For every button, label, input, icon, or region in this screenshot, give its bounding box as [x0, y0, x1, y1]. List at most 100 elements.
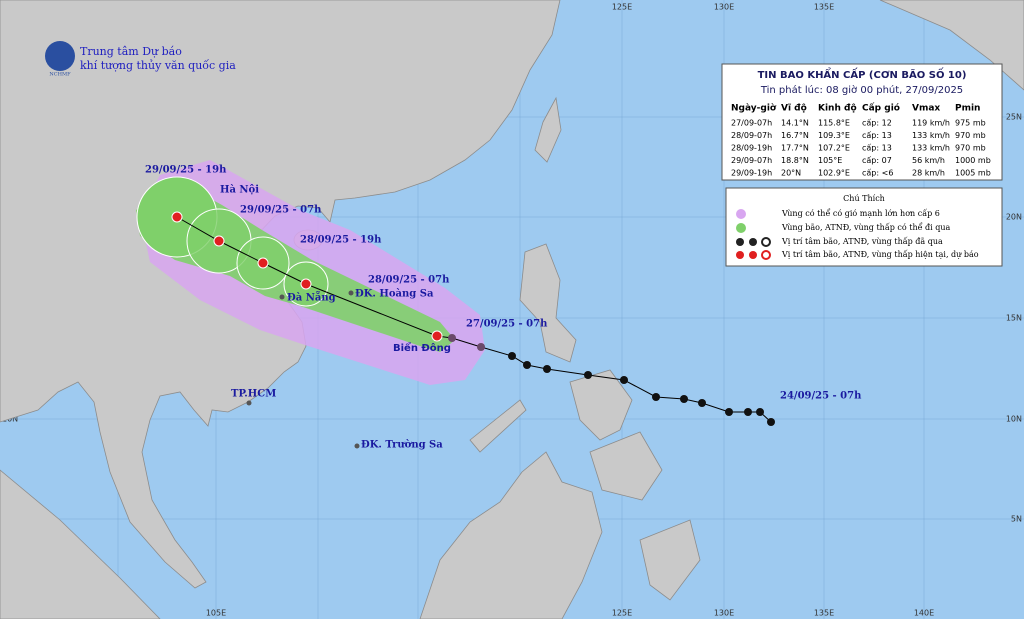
map-label: 24/09/25 - 07h [780, 391, 862, 402]
table-header: Vmax [912, 104, 940, 114]
table-header: Pmin [955, 104, 980, 114]
lon-label: 135E [814, 3, 834, 12]
past-position [652, 393, 660, 401]
table-header: Kinh độ [818, 104, 857, 114]
table-cell: 133 km/h [912, 131, 950, 140]
past-position [698, 399, 706, 407]
table-cell: 975 mb [955, 119, 986, 128]
legend-item: Vị trí tâm bão, ATNĐ, vùng thấp hiện tại… [781, 250, 979, 259]
legend: Chú Thích Vùng có thể có gió mạnh lớn hơ… [725, 187, 1003, 267]
lat-label: 15N [1006, 314, 1022, 323]
map-label: ĐK. Trường Sa [361, 440, 443, 451]
forecast-position [171, 211, 183, 223]
table-cell: 1005 mb [955, 169, 991, 178]
lon-label: 140E [914, 609, 934, 618]
past-position [448, 334, 456, 342]
table-cell: 107.2°E [818, 144, 850, 153]
logo-text: NCHMF [49, 72, 71, 78]
table-cell: cấp: 12 [862, 118, 892, 128]
forecast-position [257, 257, 269, 269]
table-cell: 109.3°E [818, 131, 850, 140]
table-cell: cấp: <6 [862, 168, 893, 178]
table-cell: 970 mb [955, 144, 986, 153]
table-cell: cấp: 13 [862, 130, 892, 140]
map-label: Hà Nội [220, 185, 259, 196]
legend-swatch [736, 237, 771, 247]
map-label: ĐK. Hoàng Sa [355, 289, 434, 300]
place-dot [246, 400, 252, 406]
past-position [725, 408, 733, 416]
lon-label: 135E [814, 609, 834, 618]
lon-label: 130E [714, 3, 734, 12]
past-position [508, 352, 516, 360]
legend-swatch [736, 223, 746, 233]
legend-swatch [736, 250, 771, 260]
place-dot [348, 290, 354, 296]
track-points [171, 211, 775, 426]
forecast-position [431, 330, 443, 342]
table-cell: 14.1°N [781, 119, 809, 128]
header: NCHMF Trung tâm Dự báo khí tượng thủy vă… [45, 41, 236, 78]
map-labels: 29/09/25 - 19h Hà Nội 29/09/25 - 07h 28/09/… [145, 165, 862, 451]
table-cell: 56 km/h [912, 156, 945, 165]
table-cell: cấp: 13 [862, 143, 892, 153]
table-cell: 28/09-07h [731, 131, 772, 140]
table-cell: 18.8°N [781, 156, 809, 165]
lat-label: 25N [1006, 113, 1022, 122]
lat-label: 10N [1006, 415, 1022, 424]
logo [45, 41, 75, 71]
past-position [767, 418, 775, 426]
table-cell: 29/09-07h [731, 156, 772, 165]
org-line: khí tượng thủy văn quốc gia [80, 59, 236, 72]
lon-label: 125E [612, 609, 632, 618]
table-cell: 970 mb [955, 131, 986, 140]
table-cell: 16.7°N [781, 131, 809, 140]
table-header: Cấp gió [862, 103, 900, 114]
table-cell: 28/09-19h [731, 144, 772, 153]
borneo [419, 451, 603, 619]
legend-item: Vùng bão, ATNĐ, vùng thấp có thể đi qua [781, 223, 951, 232]
sulawesi [639, 519, 701, 601]
sumatra [0, 469, 161, 619]
map-label: 29/09/25 - 07h [240, 205, 322, 216]
past-position [584, 371, 592, 379]
map-label: 29/09/25 - 19h [145, 165, 227, 176]
past-position [744, 408, 752, 416]
luzon [519, 243, 577, 363]
bulletin-box [721, 63, 1003, 181]
legend-swatch [736, 209, 746, 219]
table-header: Vĩ độ [781, 104, 807, 114]
bulletin-table: Ngày-giờ Vĩ độ Kinh độ Cấp gió Vmax Pmin 27/09… [731, 103, 991, 178]
bulletin-issued: Tin phát lúc: 08 giờ 00 phút, 27/09/2025 [760, 84, 963, 96]
past-position [620, 376, 628, 384]
map-label: 28/09/25 - 07h [368, 275, 450, 286]
mindanao [589, 431, 663, 501]
table-cell: 133 km/h [912, 144, 950, 153]
legend-box [725, 187, 1003, 267]
map-label: Biển Đông [393, 341, 451, 354]
map-label: 28/09/25 - 19h [300, 235, 382, 246]
table-cell: 29/09-19h [731, 169, 772, 178]
past-position [680, 395, 688, 403]
lon-label: 130E [714, 609, 734, 618]
past-position [477, 343, 485, 351]
table-cell: cấp: 07 [862, 155, 892, 165]
forecast-position [300, 278, 312, 290]
past-position [523, 361, 531, 369]
bulletin-title: TIN BAO KHẨN CẤP (CƠN BÃO SỐ 10) [758, 66, 967, 81]
palawan [469, 399, 527, 453]
legend-title: Chú Thích [843, 194, 885, 203]
past-position [756, 408, 764, 416]
org-line: Trung tâm Dự báo [80, 45, 182, 58]
lon-label: 105E [206, 609, 226, 618]
table-cell: 119 km/h [912, 119, 950, 128]
table-cell: 102.9°E [818, 169, 850, 178]
lon-label: 125E [612, 3, 632, 12]
table-cell: 27/09-07h [731, 119, 772, 128]
legend-item: Vị trí tâm bão, ATNĐ, vùng thấp đã qua [781, 237, 943, 246]
map-label: 27/09/25 - 07h [466, 319, 548, 330]
table-header: Ngày-giờ [731, 103, 777, 114]
table-cell: 17.7°N [781, 144, 809, 153]
past-position [543, 365, 551, 373]
